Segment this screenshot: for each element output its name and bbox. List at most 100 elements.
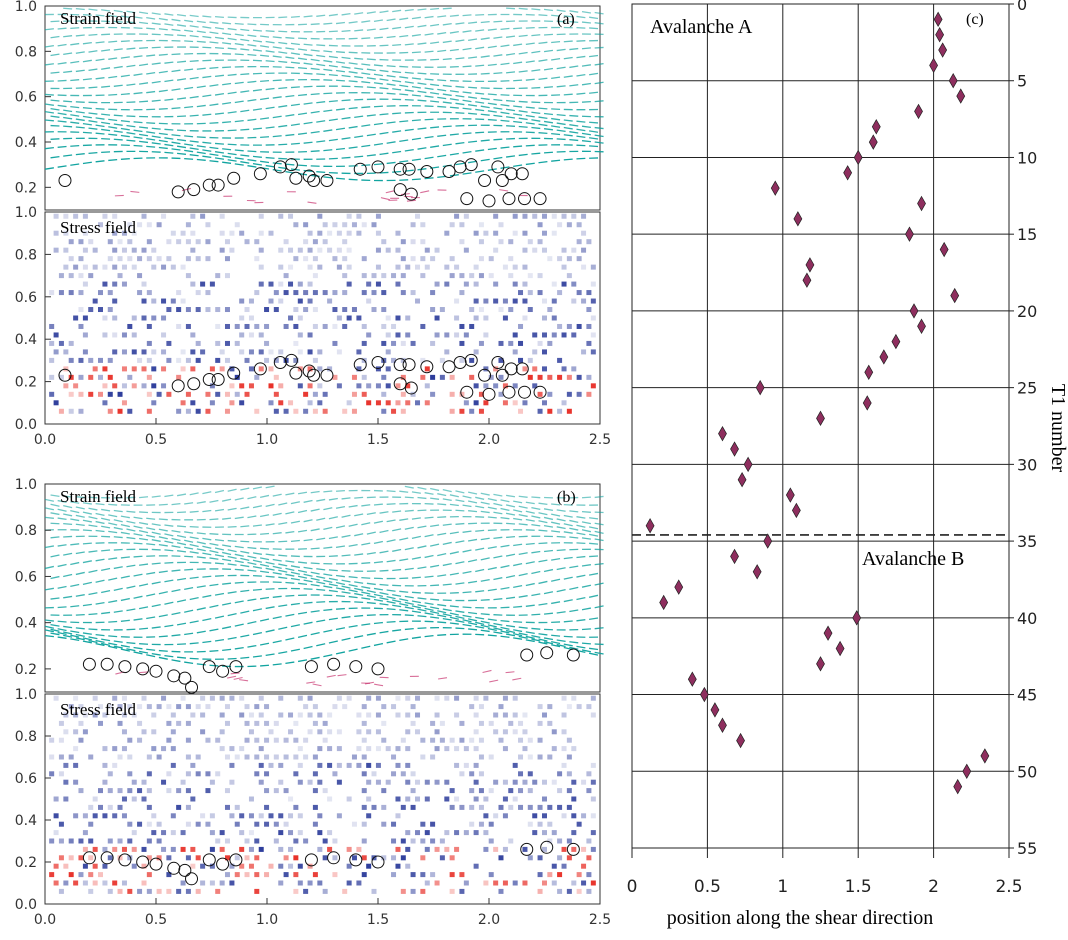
strain-segment	[96, 109, 105, 110]
data-point	[711, 703, 719, 717]
data-point	[744, 457, 752, 471]
stress-cell	[430, 307, 435, 312]
stress-cell	[49, 341, 54, 346]
stress-cell	[254, 704, 259, 709]
strain-segment	[190, 527, 199, 528]
stress-cell	[581, 847, 586, 852]
strain-segment	[443, 8, 452, 9]
stress-cell	[532, 813, 537, 818]
stress-cell	[161, 780, 166, 785]
stress-cell	[454, 847, 459, 852]
stress-cell	[503, 847, 508, 852]
stress-cell	[337, 780, 342, 785]
strain-segment	[139, 101, 148, 102]
stress-cell	[522, 746, 527, 751]
strain-segment	[298, 165, 307, 166]
strain-segment	[354, 58, 363, 59]
stress-cell	[381, 290, 386, 295]
stress-cell	[356, 349, 361, 354]
stress-cell	[313, 872, 318, 877]
stress-cell	[259, 763, 264, 768]
stress-cell	[157, 889, 162, 894]
strain-segment	[551, 42, 560, 43]
stress-cell	[249, 830, 254, 835]
stress-cell	[474, 729, 479, 734]
stress-cell	[411, 721, 416, 726]
stress-cell	[142, 847, 147, 852]
stress-cell	[347, 847, 352, 852]
stress-cell	[411, 256, 416, 261]
stress-cell	[483, 847, 488, 852]
stress-cell	[352, 375, 357, 380]
strain-segment	[126, 48, 135, 49]
stress-cell	[205, 409, 210, 414]
stress-cell	[450, 855, 455, 860]
strain-segment	[253, 589, 262, 590]
data-point	[869, 135, 877, 149]
stress-cell	[474, 746, 479, 751]
stress-cell	[571, 696, 576, 701]
strain-segment	[539, 133, 548, 134]
stress-cell	[332, 290, 337, 295]
stress-cell	[132, 265, 137, 270]
stress-cell	[83, 349, 88, 354]
stress-cell	[430, 256, 435, 261]
stress-cell	[522, 729, 527, 734]
stress-cell	[171, 763, 176, 768]
stress-cell	[362, 872, 367, 877]
strain-segment	[101, 86, 110, 87]
stress-cell	[474, 763, 479, 768]
x-tick-label: 1.5	[845, 877, 872, 897]
stress-cell	[308, 282, 313, 287]
strain-segment	[190, 658, 199, 659]
strain-segment	[240, 74, 249, 75]
y-tick-label: 0.8	[15, 44, 37, 60]
y-tick-label: 35	[1017, 532, 1037, 551]
stress-cell	[186, 805, 191, 810]
stress-cell	[366, 763, 371, 768]
stress-cell	[225, 704, 230, 709]
strain-segment	[291, 87, 300, 88]
stress-cell	[239, 349, 244, 354]
stress-cell	[132, 847, 137, 852]
stress-cell	[522, 316, 527, 321]
stress-cell	[425, 780, 430, 785]
stress-cell	[268, 282, 273, 287]
stress-cell	[176, 358, 181, 363]
stress-cell	[562, 248, 567, 253]
strain-segment	[266, 158, 275, 159]
stress-cell	[127, 738, 132, 743]
stress-cell	[391, 409, 396, 414]
stress-cell	[528, 755, 533, 760]
stress-cell	[347, 400, 352, 405]
stress-cell	[567, 256, 572, 261]
stress-cell	[166, 771, 171, 776]
stress-cell	[63, 265, 68, 270]
strain-segment	[285, 164, 294, 165]
data-point	[764, 534, 772, 548]
stress-cell	[137, 290, 142, 295]
stress-cell	[200, 881, 205, 886]
stress-cell	[522, 400, 527, 405]
stress-cell	[474, 349, 479, 354]
stress-cell	[542, 713, 547, 718]
stress-cell	[220, 366, 225, 371]
stress-cell	[469, 358, 474, 363]
stress-cell	[327, 797, 332, 802]
stress-cell	[127, 788, 132, 793]
stress-cell	[557, 771, 562, 776]
stress-cell	[547, 755, 552, 760]
stress-cell	[181, 847, 186, 852]
stress-cell	[405, 847, 410, 852]
data-point	[954, 780, 962, 794]
stress-cell	[245, 839, 250, 844]
strain-segment	[96, 133, 105, 134]
strain-segment	[481, 600, 490, 601]
stress-cell	[450, 392, 455, 397]
stress-cell	[518, 409, 523, 414]
strain-segment	[412, 52, 421, 53]
stress-cell	[303, 889, 308, 894]
stress-cell	[102, 746, 107, 751]
strain-segment	[121, 41, 130, 42]
stress-cell	[342, 324, 347, 329]
